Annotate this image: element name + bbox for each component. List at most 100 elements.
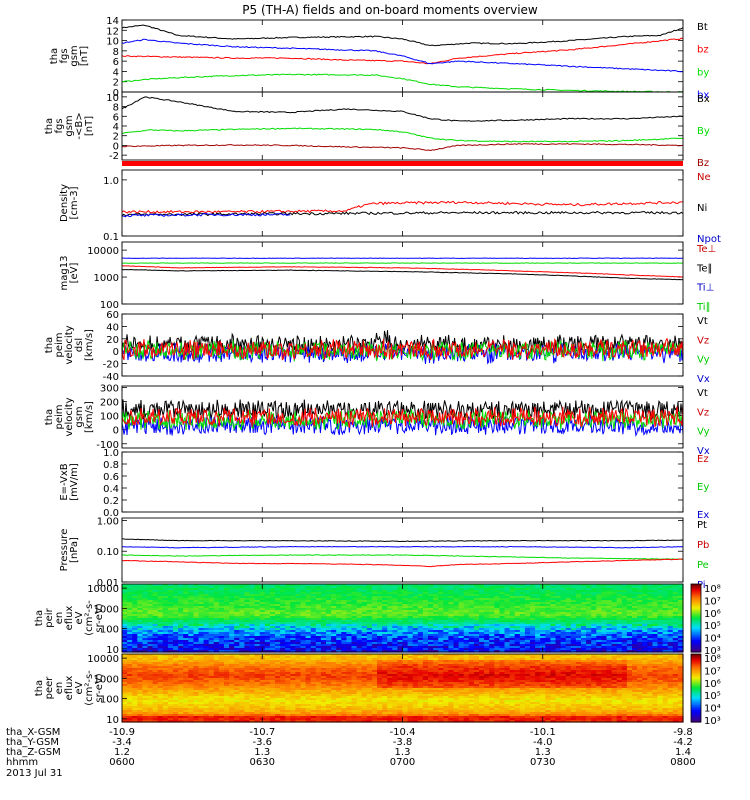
heatmap-cell	[417, 642, 424, 645]
heatmap-cell	[535, 648, 541, 651]
heatmap-cell	[545, 654, 551, 657]
heatmap-cell	[596, 610, 602, 613]
heatmap-cell	[499, 614, 506, 617]
heatmap-cell	[479, 650, 485, 653]
heatmap-cell	[428, 638, 434, 641]
heatmap-cell	[167, 624, 174, 627]
heatmap-cell	[239, 596, 245, 599]
heatmap-cell	[234, 590, 240, 593]
heatmap-cell	[586, 590, 592, 593]
legend-label: bx	[697, 90, 709, 101]
heatmap-cell	[132, 598, 138, 601]
heatmap-cell	[234, 626, 240, 629]
heatmap-cell	[341, 616, 347, 619]
heatmap-cell	[504, 628, 511, 631]
heatmap-cell	[162, 620, 169, 623]
heatmap-cell	[463, 616, 470, 619]
heatmap-cell	[173, 622, 179, 625]
heatmap-cell	[555, 588, 562, 591]
heatmap-cell	[254, 644, 261, 647]
heatmap-cell	[198, 622, 205, 625]
heatmap-cell	[157, 594, 164, 597]
heatmap-cell	[127, 628, 133, 631]
heatmap-cell	[320, 618, 327, 621]
heatmap-cell	[310, 650, 317, 653]
heatmap-cell	[443, 644, 449, 647]
heatmap-cell	[229, 588, 235, 591]
heatmap-cell	[443, 642, 449, 645]
heatmap-cell	[341, 612, 347, 615]
heatmap-cell	[244, 602, 251, 605]
heatmap-cell	[249, 616, 256, 619]
heatmap-cell	[310, 592, 317, 595]
heatmap-cell	[173, 598, 179, 601]
heatmap-cell	[540, 624, 546, 627]
heatmap-cell	[331, 636, 337, 639]
heatmap-cell	[336, 626, 342, 629]
heatmap-cell	[142, 626, 149, 629]
heatmap-cell	[524, 602, 531, 605]
heatmap-cell	[280, 624, 286, 627]
heatmap-cell	[392, 646, 398, 649]
heatmap-cell	[484, 646, 490, 649]
heatmap-cell	[310, 602, 317, 605]
heatmap-cell	[601, 590, 608, 593]
heatmap-cell	[183, 586, 189, 589]
heatmap-cell	[366, 636, 373, 639]
heatmap-cell	[652, 616, 659, 619]
colorbar-segment	[691, 631, 701, 634]
heatmap-cell	[315, 610, 322, 613]
heatmap-cell	[167, 650, 174, 653]
heatmap-cell	[183, 616, 189, 619]
heatmap-cell	[632, 624, 638, 627]
heatmap-cell	[371, 608, 378, 611]
heatmap-cell	[657, 592, 664, 595]
heatmap-cell	[575, 636, 582, 639]
heatmap-cell	[422, 618, 429, 621]
heatmap-cell	[555, 646, 562, 649]
heatmap-cell	[152, 634, 159, 637]
heatmap-cell	[310, 654, 317, 657]
heatmap-cell	[254, 596, 261, 599]
heatmap-cell	[479, 584, 485, 587]
heatmap-cell	[285, 606, 291, 609]
heatmap-cell	[275, 638, 281, 641]
heatmap-cell	[173, 596, 179, 599]
heatmap-cell	[448, 654, 455, 657]
heatmap-cell	[433, 636, 439, 639]
heatmap-cell	[310, 614, 317, 617]
heatmap-cell	[336, 588, 342, 591]
heatmap-cell	[218, 622, 225, 625]
heatmap-cell	[581, 598, 587, 601]
heatmap-cell	[570, 598, 577, 601]
heatmap-cell	[626, 598, 633, 601]
heatmap-cell	[275, 656, 281, 659]
heatmap-cell	[137, 618, 143, 621]
heatmap-cell	[269, 602, 276, 605]
heatmap-cell	[371, 628, 378, 631]
heatmap-cell	[606, 656, 613, 659]
heatmap-cell	[479, 616, 485, 619]
heatmap-cell	[137, 620, 143, 623]
heatmap-cell	[285, 638, 291, 641]
heatmap-cell	[632, 612, 638, 615]
heatmap-cell	[234, 594, 240, 597]
heatmap-cell	[387, 606, 393, 609]
heatmap-cell	[458, 650, 465, 653]
heatmap-cell	[662, 632, 669, 635]
heatmap-cell	[473, 622, 480, 625]
heatmap-cell	[570, 630, 577, 633]
heatmap-cell	[611, 624, 618, 627]
heatmap-cell	[305, 590, 312, 593]
heatmap-cell	[581, 632, 587, 635]
heatmap-cell	[178, 618, 184, 621]
heatmap-cell	[591, 636, 597, 639]
heatmap-cell	[443, 630, 449, 633]
heatmap-cell	[448, 630, 455, 633]
heatmap-cell	[611, 588, 618, 591]
heatmap-cell	[422, 606, 429, 609]
heatmap-cell	[224, 622, 230, 625]
heatmap-cell	[504, 650, 511, 653]
heatmap-cell	[479, 630, 485, 633]
